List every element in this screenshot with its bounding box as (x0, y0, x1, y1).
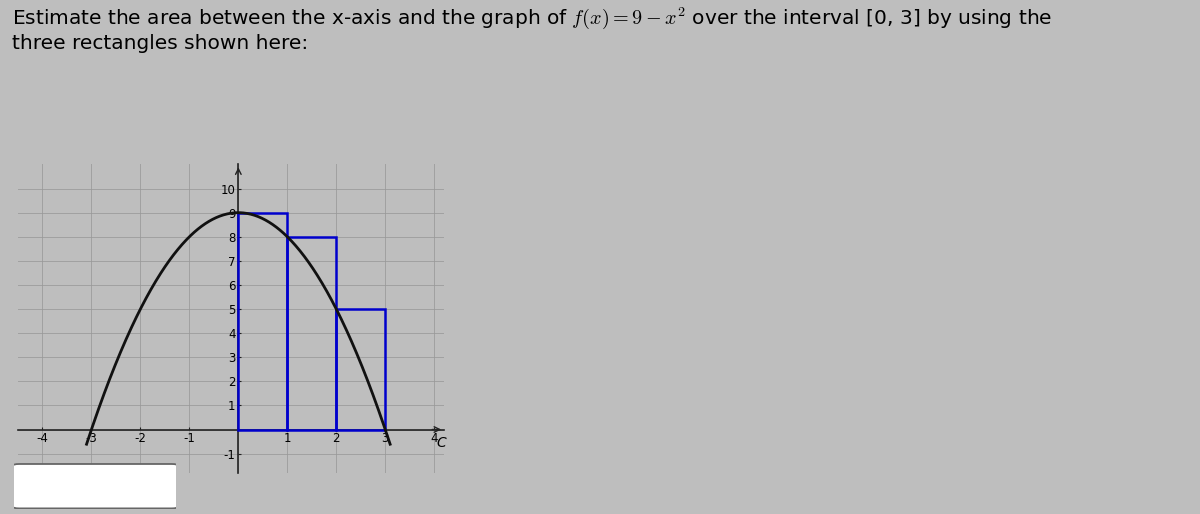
Bar (336, 309, 385, 430)
FancyBboxPatch shape (13, 464, 178, 508)
Bar (287, 237, 336, 430)
Bar (239, 213, 287, 430)
Text: C: C (437, 435, 446, 450)
Text: Estimate the area between the x-axis and the graph of $f(x) = 9 - x^2$ over the : Estimate the area between the x-axis and… (12, 5, 1052, 53)
